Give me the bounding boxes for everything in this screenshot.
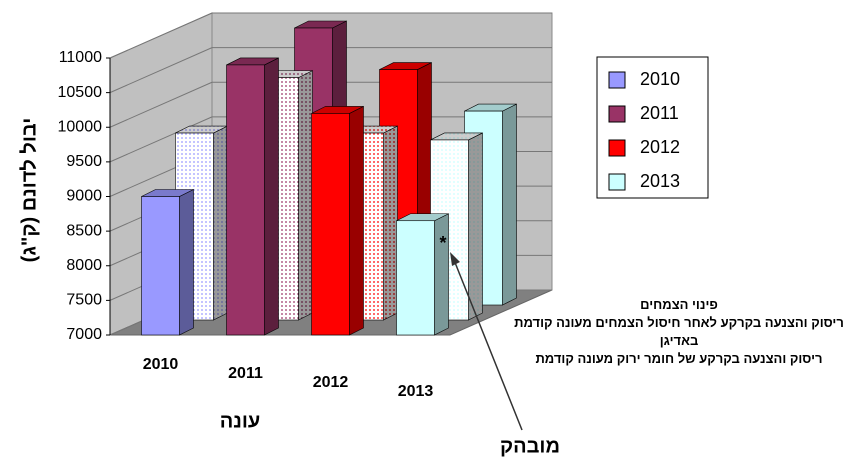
bar xyxy=(396,220,435,336)
depth-label: ריסוק והצנעה בקרקע לאחר חיסול הצמחים מעו… xyxy=(514,315,844,348)
y-tick-label: 7000 xyxy=(66,326,102,343)
legend-label: 2011 xyxy=(640,103,679,123)
bar xyxy=(311,113,350,336)
legend-swatch xyxy=(608,139,626,157)
y-tick-label: 9500 xyxy=(66,153,102,170)
y-tick-label: 9000 xyxy=(66,188,102,205)
x-axis-label: עונה xyxy=(220,410,261,432)
annotation-arrow xyxy=(453,259,523,431)
legend-label: 2012 xyxy=(640,137,680,157)
arrow-head xyxy=(450,252,460,266)
y-tick-label: 8000 xyxy=(66,257,102,274)
legend-label: 2013 xyxy=(640,171,680,191)
bar xyxy=(226,64,265,336)
legend-swatch xyxy=(608,173,626,191)
y-tick-label: 10000 xyxy=(58,118,103,135)
bar-side xyxy=(468,132,483,321)
y-tick-label: 7500 xyxy=(66,292,102,309)
grid-line xyxy=(109,81,213,128)
bar-side xyxy=(298,70,313,321)
grid-line xyxy=(109,116,213,163)
grid-line xyxy=(109,47,213,94)
y-tick-label: 8500 xyxy=(66,222,102,239)
bar-side xyxy=(349,105,364,336)
x-tick-label: 2011 xyxy=(228,365,263,382)
bar xyxy=(141,196,180,336)
legend-swatch xyxy=(608,71,626,89)
bar-side xyxy=(383,125,398,321)
depth-label: ריסוק והצנעה בקרקע של חומר ירוק מעונה קו… xyxy=(535,351,823,366)
legend-label: 2010 xyxy=(640,69,680,89)
bar-side xyxy=(213,125,228,321)
depth-label: פינוי הצמחים xyxy=(640,297,718,312)
x-tick-label: 2010 xyxy=(143,356,179,373)
annotation-mark: * xyxy=(439,233,446,253)
y-axis-label: יבול לדונם (ק"ג) xyxy=(18,118,40,263)
y-tick-label: 11000 xyxy=(59,49,102,66)
x-tick-label: 2012 xyxy=(313,374,349,391)
bar-side xyxy=(502,103,517,306)
x-tick-label: 2013 xyxy=(398,383,434,400)
bar-side xyxy=(179,189,194,336)
y-tick-label: 10500 xyxy=(58,84,103,101)
bar-side xyxy=(264,57,279,336)
legend-swatch xyxy=(608,105,626,123)
annotation: מובהק xyxy=(500,435,560,457)
grid-line xyxy=(109,12,213,59)
